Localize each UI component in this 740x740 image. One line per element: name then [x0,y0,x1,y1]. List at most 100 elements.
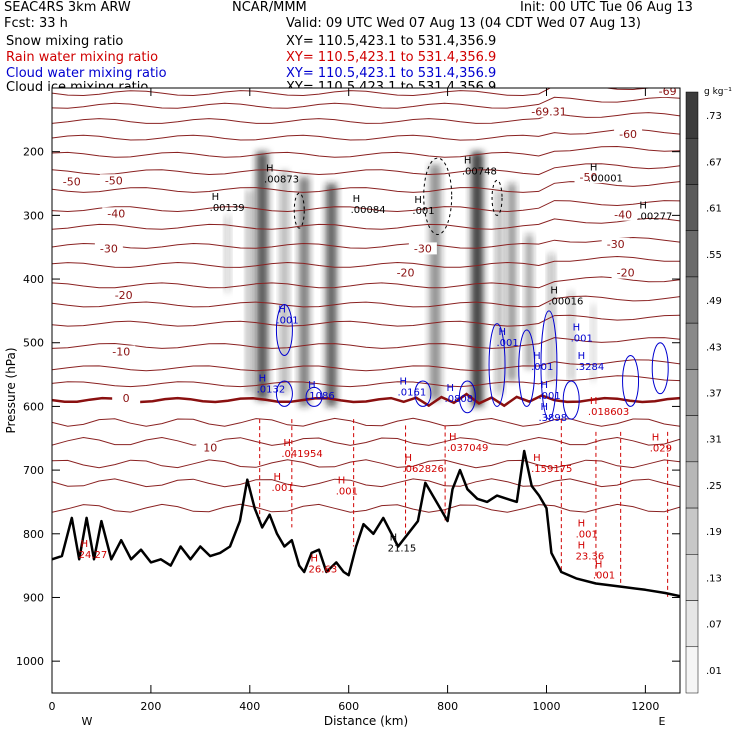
snow-shading [299,177,310,407]
snow-shading [507,183,516,381]
temperature-contour [52,276,680,289]
temperature-contour [52,314,680,327]
valid-time: Valid: 09 UTC Wed 07 Aug 13 (04 CDT Wed … [286,16,641,31]
maximum-marker: H [540,380,548,391]
cloud-water-contour [622,354,640,407]
maximum-marker: H [590,396,598,407]
temperature-contour [52,128,680,141]
temperature-label: 10 [203,442,217,455]
maximum-label: 21.15 [388,544,417,555]
x-tick-label: 600 [338,700,359,713]
colorbar-label: .25 [706,481,722,492]
maximum-label: .029 [650,444,672,455]
x-tick-label: 200 [140,700,161,713]
maximum-marker: H [414,195,422,206]
maximum-marker: H [283,438,291,449]
temp-label-bg [57,175,86,188]
maximum-label: .018603 [588,407,629,418]
maximum-label: .062826 [403,464,444,475]
temperature-contour [52,337,680,349]
cloud-ice-contour [423,157,453,235]
temperature-contour [52,478,680,488]
colorbar-label: .13 [706,573,722,584]
temperature-contour [52,359,680,372]
cloud-water-contour [518,329,536,407]
temperature-label: -20 [115,289,133,302]
temperature-label: -40 [614,209,632,222]
forecast-hour: Fcst: 33 h [4,16,68,31]
field-cloud-water-name: Cloud water mixing ratio [6,66,167,81]
colorbar-label: .01 [706,666,722,677]
temp-label-bg [107,345,136,358]
terrain-line [52,449,680,598]
maximum-label: .0132 [257,385,286,396]
organization: NCAR/MMM [232,0,307,15]
x-tick-label: 1000 [532,700,560,713]
x-tick-label: 800 [437,700,458,713]
temperature-contour [52,163,680,176]
maximum-marker: H [338,475,346,486]
maximum-label: .00001 [588,174,623,185]
maximum-marker: H [311,554,319,565]
cloud-water-contour [414,380,432,407]
maximum-label: 23.36 [576,551,605,562]
maximum-marker: H [308,380,316,391]
temperature-contour [52,503,680,513]
y-tick-label: 1000 [16,655,44,668]
field-snow-name: Snow mixing ratio [6,34,124,49]
maximum-label: .001 [593,570,615,581]
temperature-label: -50 [63,176,81,189]
maximum-label: .001 [576,530,598,541]
temp-label-bg [601,237,630,250]
y-tick-label: 200 [23,146,44,159]
colorbar-label: .67 [706,157,722,168]
temperature-contour [52,236,680,249]
maximum-label: .0161 [398,388,427,399]
colorbar-label: .37 [706,389,722,400]
maximum-marker: H [573,323,581,334]
colorbar-label: .19 [706,527,722,538]
temperature-label: -20 [397,267,415,280]
maximum-marker: H [353,194,361,205]
maximum-label: .00277 [637,211,672,222]
maximum-marker: H [578,540,586,551]
cloud-water-contour [540,310,558,420]
west-label: W [82,715,93,728]
maximum-marker: H [498,327,506,338]
field-rain-xy: XY= 110.5,423.1 to 531.4,356.9 [286,50,497,65]
y-tick-label: 700 [23,464,44,477]
x-tick-label: 1200 [631,700,659,713]
snow-shading [225,215,231,292]
maximum-label: 26.63 [309,565,338,576]
colorbar-label: .61 [706,204,722,215]
maximum-marker: H [533,351,541,362]
temperature-label: -50 [105,174,123,187]
maximum-label: .00139 [210,203,245,214]
temp-label-bg [391,266,420,279]
cloud-water-contour [458,380,476,414]
temperature-label: -40 [107,207,125,220]
maximum-label: .00748 [462,167,497,178]
snow-shading [471,151,484,407]
temperature-label: -20 [617,267,635,280]
field-cloud-water-xy: XY= 110.5,423.1 to 531.4,356.9 [286,66,497,81]
cloud-water-contour [275,380,293,407]
field-snow-xy: XY= 110.5,423.1 to 531.4,356.9 [286,34,497,49]
snow-shading [280,170,289,394]
temperature-contour [52,255,680,268]
y-axis-title: Pressure (hPa) [4,347,18,433]
cloud-water-contour [275,304,293,356]
y-tick-label: 800 [23,528,44,541]
temperature-label: -10 [112,346,130,359]
temperature-contour [52,436,680,446]
colorbar-label: .49 [706,296,722,307]
colorbar-label: .73 [706,111,722,122]
maximum-label: .001 [336,486,358,497]
maximum-marker: H [390,533,398,544]
colorbar-segment [685,461,699,509]
temperature-contour [52,459,680,469]
temperature-label: -69.31 [531,105,566,118]
temperature-contour [52,96,680,109]
maximum-label: .3898 [538,413,567,424]
temperature-contour [52,200,680,213]
